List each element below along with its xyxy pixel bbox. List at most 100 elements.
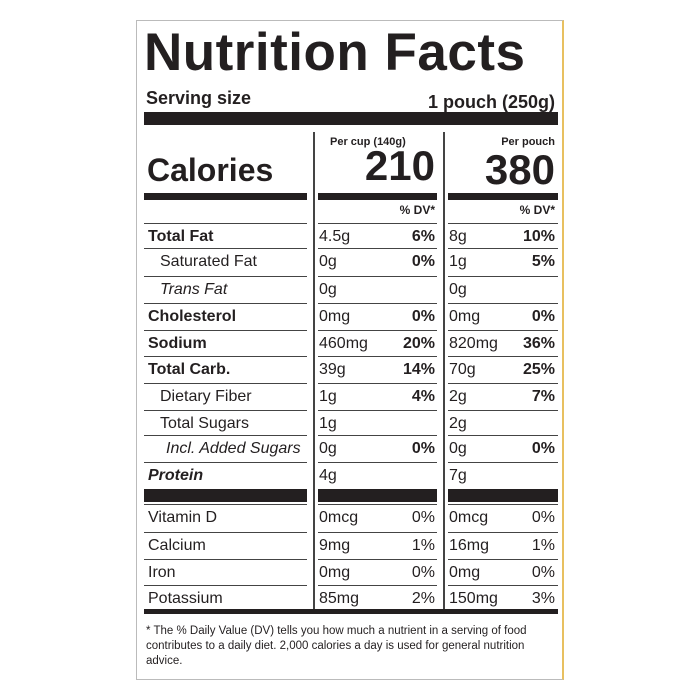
row-rule	[318, 410, 437, 411]
row-rule	[144, 356, 307, 357]
dv-header: % DV*	[399, 203, 435, 217]
amount: 2g	[449, 415, 467, 432]
row-rule	[144, 276, 307, 277]
serving-size-label: Serving size	[146, 88, 252, 108]
daily-value: 0%	[531, 440, 555, 457]
nutrient-name: Sodium	[148, 335, 207, 352]
amount: 0mg	[319, 308, 351, 325]
daily-value: 3%	[531, 590, 555, 607]
daily-value: 0%	[531, 509, 555, 526]
thick-rule	[144, 609, 558, 614]
thick-rule	[144, 193, 307, 200]
calories-per-pouch: 380	[484, 146, 555, 193]
amount: 0g	[319, 440, 337, 457]
row-rule	[448, 532, 558, 533]
column-divider	[313, 132, 315, 612]
amount: 0mcg	[449, 509, 489, 526]
row-rule	[448, 303, 558, 304]
daily-value: 14%	[402, 361, 435, 378]
amount: 85mg	[319, 590, 360, 607]
amount: 1g	[449, 253, 467, 270]
row-rule	[318, 303, 437, 304]
per-cup-header: Per cup (140g)	[330, 136, 406, 148]
daily-value: 0%	[411, 509, 435, 526]
nutrient-name: Total Fat	[148, 228, 214, 245]
title: Nutrition Facts	[144, 23, 526, 82]
amount: 0g	[449, 440, 467, 457]
row-rule	[144, 585, 307, 586]
nutrient-name: Total Sugars	[160, 415, 249, 432]
thick-rule	[318, 193, 437, 200]
row-rule	[448, 330, 558, 331]
thick-rule	[448, 489, 558, 502]
row-rule	[448, 462, 558, 463]
nutrient-name: Calcium	[148, 537, 206, 554]
row-rule	[318, 330, 437, 331]
serving-size: 1 pouch (250g)	[427, 92, 555, 112]
daily-value: 0%	[411, 308, 435, 325]
row-rule	[144, 223, 307, 224]
row-rule	[144, 303, 307, 304]
daily-value: 0%	[531, 564, 555, 581]
daily-value: 5%	[531, 253, 555, 270]
thick-rule	[144, 489, 307, 502]
amount: 70g	[449, 361, 476, 378]
amount: 460mg	[319, 335, 368, 352]
amount: 9mg	[319, 537, 351, 554]
row-rule	[144, 330, 307, 331]
footnote: * The % Daily Value (DV) tells you how m…	[146, 625, 527, 667]
daily-value: 36%	[522, 335, 555, 352]
nutrient-name: Protein	[148, 467, 204, 484]
nutrient-name: Dietary Fiber	[160, 388, 252, 405]
calories-label: Calories	[147, 152, 274, 188]
calories-per-cup: 210	[364, 142, 435, 189]
amount: 0g	[319, 253, 337, 270]
daily-value: 1%	[531, 537, 555, 554]
thick-rule	[144, 112, 558, 125]
amount: 7g	[449, 467, 467, 484]
nutrient-name: Potassium	[148, 590, 223, 607]
nutrient-name: Vitamin D	[148, 509, 218, 526]
row-rule	[318, 435, 437, 436]
row-rule	[318, 559, 437, 560]
amount: 1g	[319, 388, 337, 405]
daily-value: 20%	[402, 335, 435, 352]
row-rule	[448, 356, 558, 357]
daily-value: 0%	[411, 253, 435, 270]
daily-value: 0%	[411, 440, 435, 457]
dv-header: % DV*	[519, 203, 555, 217]
row-rule	[318, 462, 437, 463]
nutrient-name: Cholesterol	[148, 308, 237, 325]
row-rule	[448, 410, 558, 411]
row-rule	[318, 532, 437, 533]
row-rule	[448, 248, 558, 249]
daily-value: 2%	[411, 590, 435, 607]
daily-value: 7%	[531, 388, 555, 405]
daily-value: 1%	[411, 537, 435, 554]
amount: 16mg	[449, 537, 490, 554]
amount: 2g	[449, 388, 467, 405]
row-rule	[318, 276, 437, 277]
amount: 0mg	[449, 564, 481, 581]
amount: 39g	[319, 361, 346, 378]
row-rule	[318, 585, 437, 586]
row-rule	[318, 356, 437, 357]
row-rule	[144, 383, 307, 384]
amount: 0mcg	[319, 509, 359, 526]
row-rule	[144, 504, 307, 505]
amount: 4g	[319, 467, 337, 484]
amount: 0g	[319, 281, 337, 298]
row-rule	[144, 435, 307, 436]
row-rule	[144, 248, 307, 249]
nutrient-name: Total Carb.	[148, 361, 231, 378]
row-rule	[144, 462, 307, 463]
amount: 8g	[449, 228, 467, 245]
amount: 0mg	[449, 308, 481, 325]
daily-value: 0%	[531, 308, 555, 325]
amount: 820mg	[449, 335, 498, 352]
daily-value: 4%	[411, 388, 435, 405]
row-rule	[144, 410, 307, 411]
daily-value: 25%	[522, 361, 555, 378]
thick-rule	[448, 193, 558, 200]
